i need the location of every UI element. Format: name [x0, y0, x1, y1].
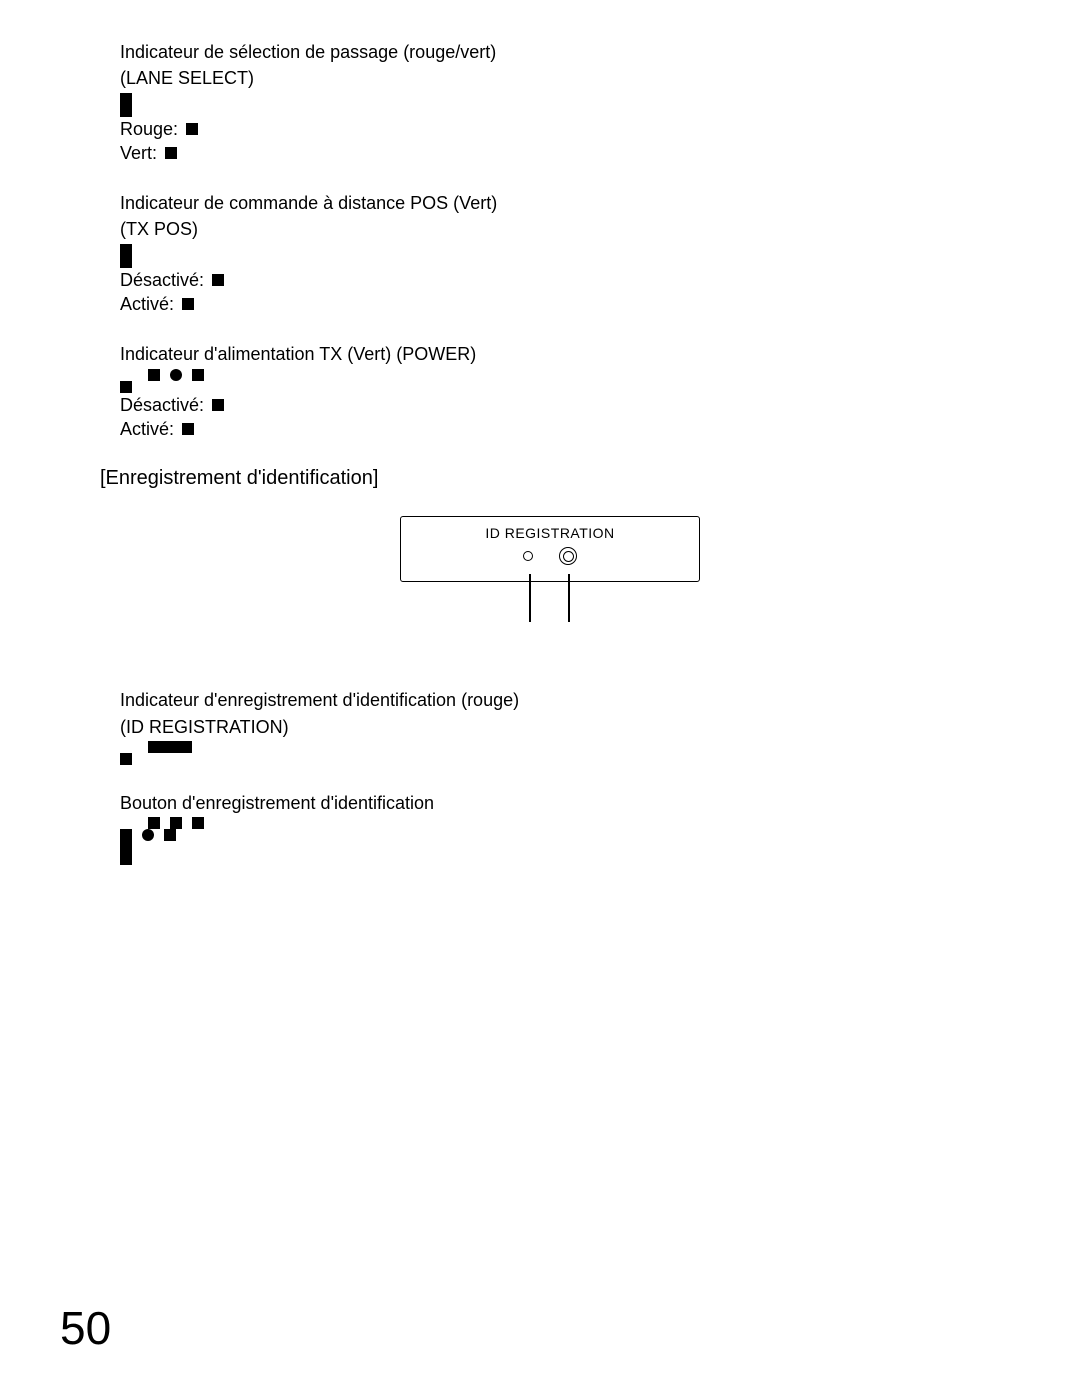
- state-label: Désactivé:: [120, 393, 204, 417]
- sq-icon: [120, 829, 132, 841]
- state-line: Rouge:: [120, 117, 1000, 141]
- bullet-row: [120, 256, 1000, 268]
- sq-icon: [212, 274, 224, 286]
- section-subtitle: (TX POS): [120, 217, 1000, 241]
- state-line: Activé:: [120, 292, 1000, 316]
- sq-icon: [120, 841, 132, 853]
- id-registration-diagram: ID REGISTRATION: [400, 516, 700, 582]
- bar-icon: [148, 741, 192, 753]
- bullet-row: [120, 853, 1000, 865]
- diagram-wrap: ID REGISTRATION: [100, 516, 1000, 628]
- diagram-label: ID REGISTRATION: [401, 525, 699, 541]
- sq-icon: [182, 423, 194, 435]
- sq-icon: [186, 123, 198, 135]
- state-label: Rouge:: [120, 117, 178, 141]
- bullet-row: [120, 829, 1000, 841]
- sections-top: Indicateur de sélection de passage (roug…: [100, 40, 1000, 441]
- bullet-row: [120, 244, 1000, 256]
- leader-line: [529, 574, 531, 622]
- state-line: Vert:: [120, 141, 1000, 165]
- bullet-row: [148, 817, 1000, 829]
- dot-icon: [170, 369, 182, 381]
- sq-icon: [192, 817, 204, 829]
- diagram-icons: [401, 547, 699, 565]
- section-title: Indicateur d'alimentation TX (Vert) (POW…: [120, 342, 1000, 366]
- leader-line: [568, 574, 570, 622]
- sq-icon: [212, 399, 224, 411]
- sections-bottom: Indicateur d'enregistrement d'identifica…: [100, 688, 1000, 865]
- state-label: Activé:: [120, 417, 174, 441]
- sq-icon: [120, 853, 132, 865]
- sq-icon: [164, 829, 176, 841]
- section-item: Indicateur de sélection de passage (roug…: [120, 40, 1000, 165]
- sq-icon: [148, 817, 160, 829]
- sq-icon: [120, 381, 132, 393]
- sq-icon: [182, 298, 194, 310]
- section-item: Indicateur de commande à distance POS (V…: [120, 191, 1000, 316]
- section-subtitle: (LANE SELECT): [120, 66, 1000, 90]
- state-line: Activé:: [120, 417, 1000, 441]
- sq-icon: [192, 369, 204, 381]
- sq-icon: [165, 147, 177, 159]
- diagram-block: ID REGISTRATION: [400, 516, 700, 628]
- state-label: Activé:: [120, 292, 174, 316]
- section-item: Bouton d'enregistrement d'identification: [120, 791, 1000, 865]
- section-title: Indicateur de commande à distance POS (V…: [120, 191, 1000, 215]
- sq-icon: [120, 244, 132, 256]
- section-title: Indicateur d'enregistrement d'identifica…: [120, 688, 1000, 712]
- heading-registration: [Enregistrement d'identification]: [100, 467, 1000, 490]
- diagram-leaders: [400, 582, 700, 628]
- bullet-row: [120, 93, 1000, 105]
- state-line: Désactivé:: [120, 393, 1000, 417]
- button-icon: [559, 547, 577, 565]
- section-title: Bouton d'enregistrement d'identification: [120, 791, 1000, 815]
- sq-icon: [120, 105, 132, 117]
- sq-icon: [120, 256, 132, 268]
- dot-icon: [142, 829, 154, 841]
- section-subtitle: (ID REGISTRATION): [120, 715, 1000, 739]
- sq-icon: [120, 753, 132, 765]
- bullet-row: [120, 841, 1000, 853]
- page-number: 50: [60, 1301, 111, 1355]
- page: Indicateur de sélection de passage (roug…: [0, 0, 1080, 1399]
- state-line: Désactivé:: [120, 268, 1000, 292]
- bullet-row: [120, 105, 1000, 117]
- sq-icon: [120, 93, 132, 105]
- led-icon: [523, 551, 533, 561]
- bullet-row: [148, 369, 1000, 381]
- bullet-row: [120, 753, 1000, 765]
- bullet-row: [148, 741, 1000, 753]
- state-label: Vert:: [120, 141, 157, 165]
- section-item: Indicateur d'alimentation TX (Vert) (POW…: [120, 342, 1000, 441]
- bullet-row: [120, 381, 1000, 393]
- sq-icon: [170, 817, 182, 829]
- state-label: Désactivé:: [120, 268, 204, 292]
- section-title: Indicateur de sélection de passage (roug…: [120, 40, 1000, 64]
- section-item: Indicateur d'enregistrement d'identifica…: [120, 688, 1000, 765]
- sq-icon: [148, 369, 160, 381]
